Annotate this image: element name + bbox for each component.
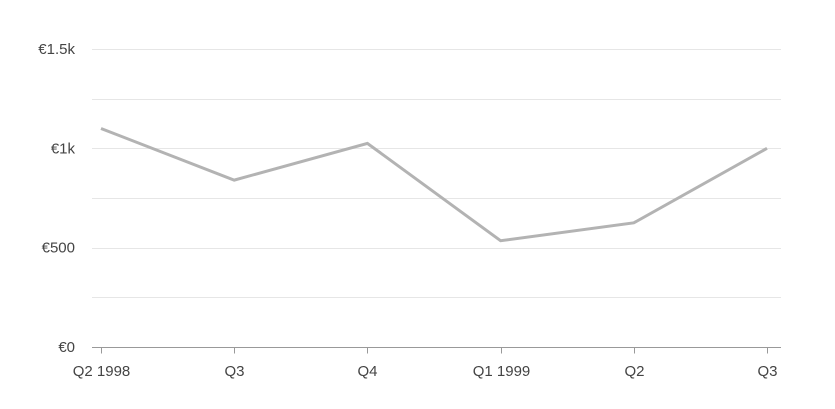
y-tick-label: €1k: [51, 140, 76, 157]
y-tick-label: €1.5k: [38, 41, 75, 58]
x-tick-label: Q2: [624, 363, 644, 380]
y-axis-labels: €0 €500 €1k €1.5k: [38, 41, 75, 356]
x-tick-label: Q3: [224, 363, 244, 380]
x-tick-label: Q3: [757, 363, 777, 380]
x-axis: [92, 347, 781, 354]
series-line: [100, 127, 768, 243]
gridlines: [92, 49, 781, 298]
y-tick-label: €0: [58, 339, 75, 356]
series: [100, 127, 768, 243]
x-axis-labels: Q2 1998 Q3 Q4 Q1 1999 Q2 Q3: [73, 363, 778, 380]
x-tick-label: Q1 1999: [473, 363, 531, 380]
x-tick-label: Q4: [357, 363, 377, 380]
y-tick-label: €500: [42, 240, 75, 257]
x-tick-label: Q2 1998: [73, 363, 131, 380]
